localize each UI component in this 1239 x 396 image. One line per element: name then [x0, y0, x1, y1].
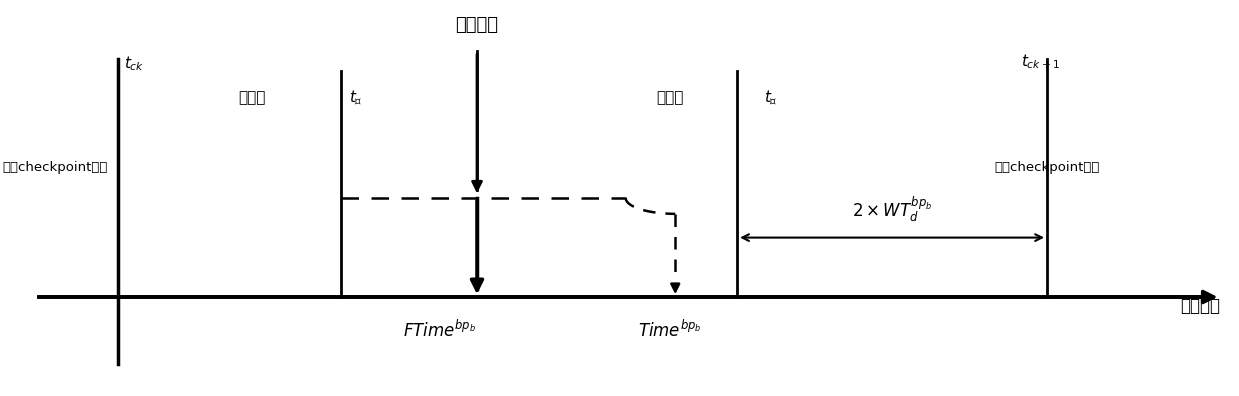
Text: $t_{ck+1}$: $t_{ck+1}$ — [1021, 53, 1061, 71]
Text: 时间数轴: 时间数轴 — [1181, 297, 1220, 315]
Text: 起始点: 起始点 — [238, 90, 265, 105]
Text: 下次checkpoint起点: 下次checkpoint起点 — [994, 161, 1100, 174]
Text: $Time^{bp_b}$: $Time^{bp_b}$ — [638, 319, 701, 341]
Text: $t_{启}$: $t_{启}$ — [349, 88, 363, 107]
Text: $2\times WT_d^{bp_b}$: $2\times WT_d^{bp_b}$ — [852, 195, 932, 224]
Text: 反馈控制: 反馈控制 — [456, 16, 498, 34]
Text: 结束点: 结束点 — [657, 90, 684, 105]
Text: $t_{ck}$: $t_{ck}$ — [124, 55, 144, 73]
Text: $t_{止}$: $t_{止}$ — [764, 88, 778, 107]
Text: 本次checkpoint起点: 本次checkpoint起点 — [2, 161, 108, 174]
Text: $FTime^{bp_b}$: $FTime^{bp_b}$ — [403, 319, 477, 341]
